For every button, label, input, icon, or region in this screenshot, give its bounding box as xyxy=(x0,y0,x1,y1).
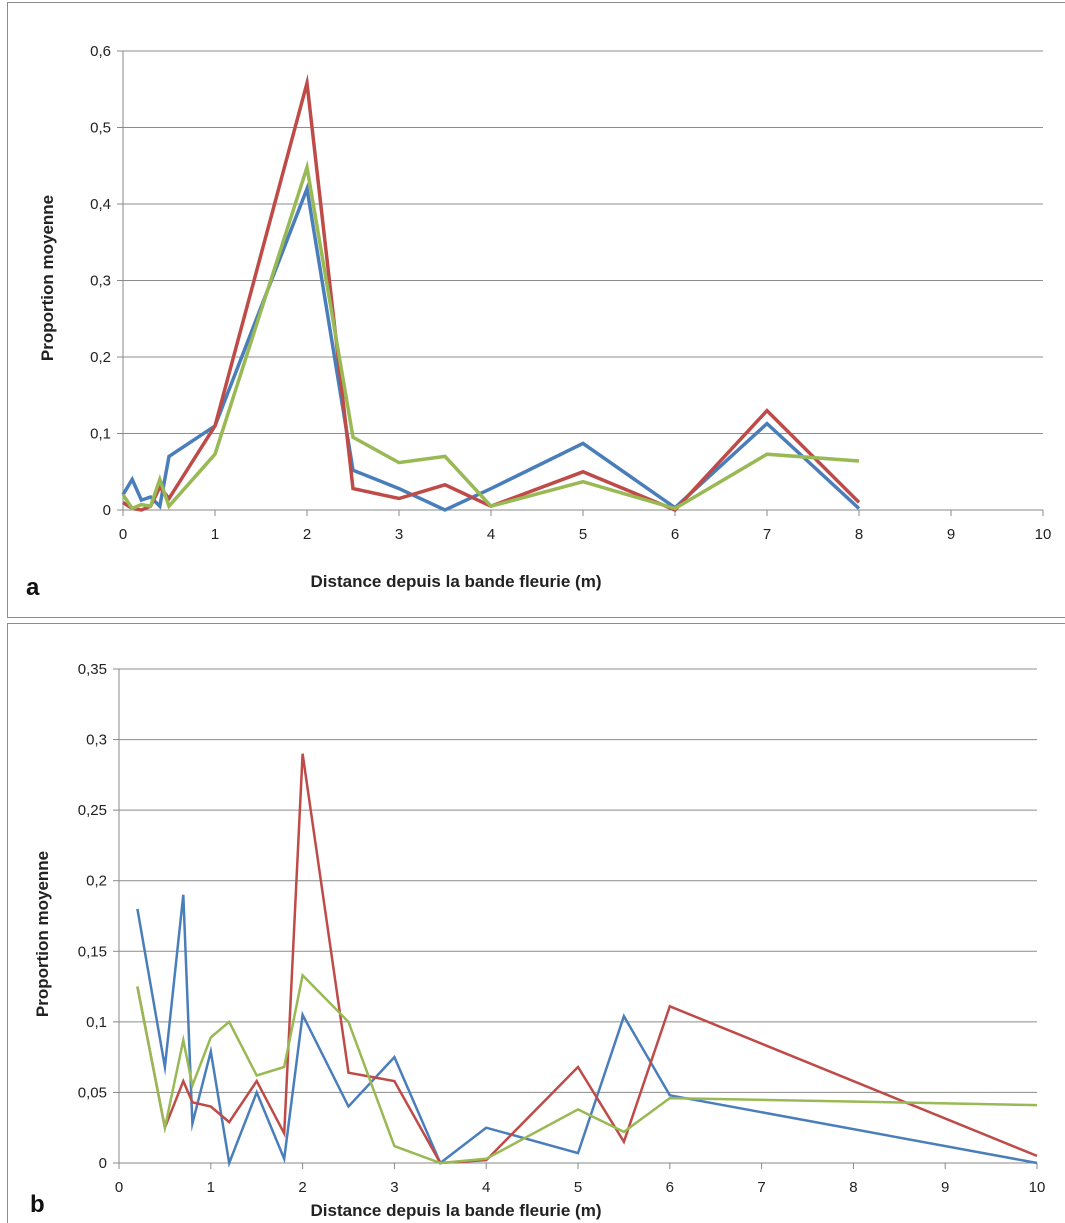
chart-a-y-tick-label: 0,6 xyxy=(90,43,111,60)
chart-b-x-tick-label: 0 xyxy=(115,1179,123,1196)
chart-b-y-tick-label: 0 xyxy=(99,1155,107,1172)
chart-a-x-ticks: 0 1 2 3 4 5 6 7 8 9 10 xyxy=(119,526,1052,543)
chart-a-x-tick-label: 1 xyxy=(211,526,219,543)
chart-a-x-axis-label: Distance depuis la bande fleurie (m) xyxy=(311,572,602,591)
chart-a-x-tick-label: 9 xyxy=(947,526,955,543)
chart-a-y-tick-label: 0,3 xyxy=(90,273,111,290)
chart-a-y-tick-label: 0,2 xyxy=(90,349,111,366)
chart-b-y-tick-label: 0,2 xyxy=(86,873,107,890)
chart-a-x-tick-label: 0 xyxy=(119,526,127,543)
chart-b-y-tick-label: 0,1 xyxy=(86,1014,107,1031)
chart-a-x-tick-label: 2 xyxy=(303,526,311,543)
chart-a-series-line-1 xyxy=(121,182,861,512)
chart-b-x-tick-label: 3 xyxy=(390,1179,398,1196)
chart-b-x-tick-label: 7 xyxy=(757,1179,765,1196)
chart-b-y-tick-label: 0,35 xyxy=(78,661,107,678)
chart-b-x-tick-label: 1 xyxy=(207,1179,215,1196)
chart-a-y-tick-label: 0,5 xyxy=(90,120,111,137)
chart-b-series-line-2 xyxy=(136,753,1038,1165)
chart-b-x-tick-label: 9 xyxy=(941,1179,949,1196)
chart-b-x-tick-label: 2 xyxy=(298,1179,306,1196)
chart-a-series-line-2 xyxy=(122,73,861,513)
chart-b-x-axis-label: Distance depuis la bande fleurie (m) xyxy=(311,1201,602,1220)
chart-a-x-tick-label: 6 xyxy=(671,526,679,543)
chart-a-x-tick-label: 3 xyxy=(395,526,403,543)
chart-panel-a: 0 0,1 0,2 0,3 0,4 0,5 0,6 0 1 2 3 4 5 6 7 8 9 10 Distanc… xyxy=(7,2,1065,618)
chart-a-series xyxy=(121,73,861,513)
chart-b-series xyxy=(136,753,1038,1168)
chart-b-y-tick-label: 0,3 xyxy=(86,732,107,749)
chart-b-x-tick-label: 4 xyxy=(482,1179,490,1196)
chart-b-y-ticks: 0 0,05 0,1 0,15 0,2 0,25 0,3 0,35 xyxy=(78,661,107,1172)
chart-a-x-tick-label: 8 xyxy=(855,526,863,543)
chart-b-grid xyxy=(113,668,1038,1169)
panel-letter-b: b xyxy=(30,1191,45,1218)
chart-panel-b: 0 0,05 0,1 0,15 0,2 0,25 0,3 0,35 0 1 2 3 4 5 6 7 8 9 10 … xyxy=(7,623,1065,1223)
chart-a-y-tick-label: 0,4 xyxy=(90,196,111,213)
chart-b-y-axis-label: Proportion moyenne xyxy=(33,851,52,1017)
chart-b-y-tick-label: 0,05 xyxy=(78,1084,107,1101)
chart-a-svg: 0 0,1 0,2 0,3 0,4 0,5 0,6 0 1 2 3 4 5 6 7 8 9 10 Distanc… xyxy=(26,43,1052,601)
chart-a-y-axis-label: Proportion moyenne xyxy=(38,195,57,361)
chart-a-y-ticks: 0 0,1 0,2 0,3 0,4 0,5 0,6 xyxy=(90,43,111,519)
chart-b-svg: 00,050,10,150,20,250,30,35 0 1 2 3 4 5 6 7 8 9 10 … xyxy=(30,661,1046,1220)
chart-a-x-tick-label: 5 xyxy=(579,526,587,543)
chart-a-x-tick-label: 4 xyxy=(487,526,495,543)
chart-a-x-tick-label: 10 xyxy=(1035,526,1052,543)
chart-b-y-tick-label: 0,25 xyxy=(78,802,107,819)
chart-b-x-ticks: 0 1 2 3 4 5 6 7 8 9 10 xyxy=(115,1179,1046,1196)
chart-b-x-tick-label: 5 xyxy=(574,1179,582,1196)
chart-b-series-line-1 xyxy=(136,894,1038,1168)
panel-letter-a: a xyxy=(26,574,40,601)
chart-a-y-tick-label: 0 xyxy=(103,502,111,519)
chart-b-y-tick-label: 0,15 xyxy=(78,943,107,960)
chart-b-x-tick-label: 8 xyxy=(849,1179,857,1196)
chart-b-series-line-3 xyxy=(136,972,1038,1165)
chart-b-x-tick-label: 10 xyxy=(1029,1179,1046,1196)
chart-a-x-tick-label: 7 xyxy=(763,526,771,543)
chart-b-x-tick-label: 6 xyxy=(666,1179,674,1196)
chart-a-series-line-3 xyxy=(121,159,860,511)
chart-a-grid xyxy=(117,50,1044,516)
chart-a-y-tick-label: 0,1 xyxy=(90,426,111,443)
